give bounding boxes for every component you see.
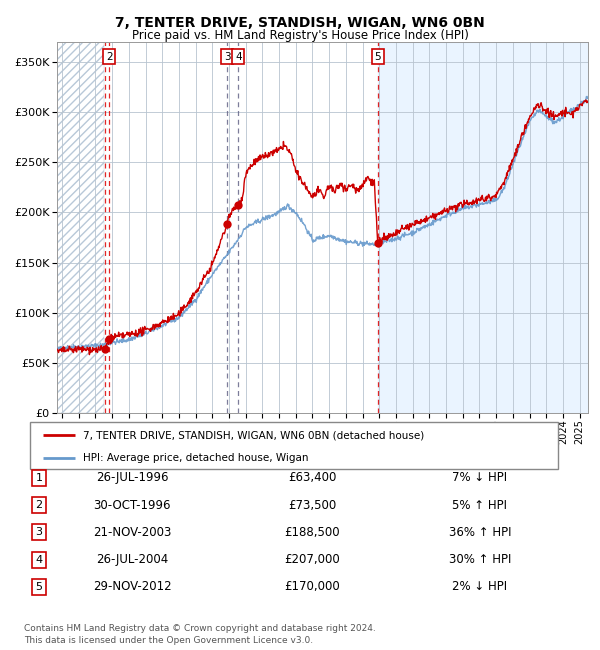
Bar — [378, 42, 588, 413]
Text: 2% ↓ HPI: 2% ↓ HPI — [452, 580, 508, 593]
Text: 29-NOV-2012: 29-NOV-2012 — [92, 580, 172, 593]
Text: 4: 4 — [235, 51, 242, 62]
Text: Contains HM Land Registry data © Crown copyright and database right 2024.
This d: Contains HM Land Registry data © Crown c… — [24, 624, 376, 645]
Text: 1: 1 — [35, 473, 43, 483]
Text: 3: 3 — [35, 527, 43, 538]
Text: £188,500: £188,500 — [284, 526, 340, 539]
Text: £207,000: £207,000 — [284, 553, 340, 566]
Text: 30-OCT-1996: 30-OCT-1996 — [93, 499, 171, 512]
Text: £73,500: £73,500 — [288, 499, 336, 512]
Bar — [57, 42, 104, 413]
Text: 5% ↑ HPI: 5% ↑ HPI — [452, 499, 508, 512]
Text: £63,400: £63,400 — [288, 471, 336, 484]
Text: 7% ↓ HPI: 7% ↓ HPI — [452, 471, 508, 484]
Text: HPI: Average price, detached house, Wigan: HPI: Average price, detached house, Wiga… — [83, 452, 308, 463]
Text: 21-NOV-2003: 21-NOV-2003 — [93, 526, 171, 539]
Text: 36% ↑ HPI: 36% ↑ HPI — [449, 526, 511, 539]
Text: 2: 2 — [106, 51, 113, 62]
Text: 5: 5 — [35, 582, 43, 592]
Text: 4: 4 — [35, 554, 43, 565]
Text: 2: 2 — [35, 500, 43, 510]
Bar — [57, 42, 104, 413]
Text: Price paid vs. HM Land Registry's House Price Index (HPI): Price paid vs. HM Land Registry's House … — [131, 29, 469, 42]
Text: 26-JUL-1996: 26-JUL-1996 — [96, 471, 168, 484]
Text: 7, TENTER DRIVE, STANDISH, WIGAN, WN6 0BN: 7, TENTER DRIVE, STANDISH, WIGAN, WN6 0B… — [115, 16, 485, 31]
Text: 7, TENTER DRIVE, STANDISH, WIGAN, WN6 0BN (detached house): 7, TENTER DRIVE, STANDISH, WIGAN, WN6 0B… — [83, 430, 424, 440]
Text: £170,000: £170,000 — [284, 580, 340, 593]
Text: 3: 3 — [224, 51, 230, 62]
Text: 5: 5 — [374, 51, 381, 62]
Text: 26-JUL-2004: 26-JUL-2004 — [96, 553, 168, 566]
Text: 30% ↑ HPI: 30% ↑ HPI — [449, 553, 511, 566]
